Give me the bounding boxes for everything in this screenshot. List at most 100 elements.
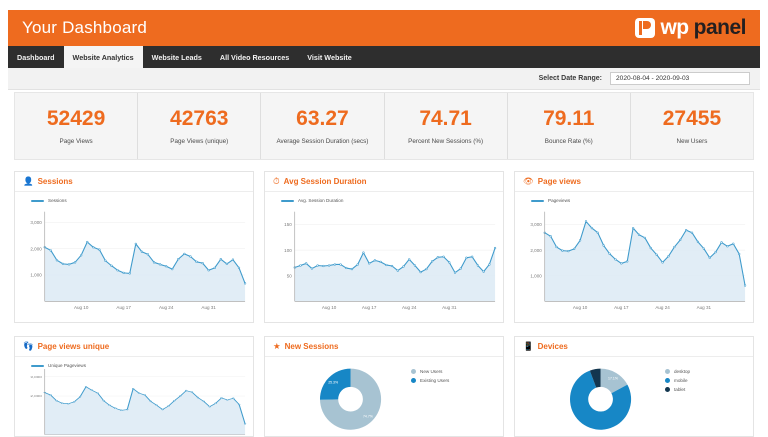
legend-item-existing-users[interactable]: Existing Users [411,378,449,383]
kpi-value: 42763 [170,106,229,130]
panel-page-views-unique: 👣 Page views unique Unique Pageviews 2,0… [14,336,254,437]
kpi-value: 74.71 [419,106,472,130]
main-navigation: Dashboard Website Analytics Website Lead… [8,46,760,68]
svg-text:74.7%: 74.7% [363,414,373,418]
kpi-label: Bounce Rate (%) [544,137,593,145]
avg-session-duration-area-chart[interactable]: 50 100 150 Aug 10 Aug 17 Aug 24 Aug 31 [265,192,503,323]
panel-title: Page views [537,177,581,186]
svg-text:150: 150 [284,222,292,227]
svg-text:Aug 17: Aug 17 [116,305,131,310]
panel-header: ⏱ Avg Session Duration [265,172,503,192]
panel-body: Unique Pageviews 2,000 3,000 [15,357,253,437]
svg-text:17.1%: 17.1% [608,376,618,380]
star-icon: ★ [273,341,281,352]
panel-title: Avg Session Duration [283,177,367,186]
svg-text:3,000: 3,000 [30,220,42,225]
panel-title: Page views unique [37,342,110,351]
legend-item-desktop[interactable]: desktop [665,369,690,374]
legend-swatch [665,378,670,383]
kpi-label: Page Views (unique) [170,137,229,145]
panel-title: Sessions [37,177,73,186]
donut-legend: New Users Existing Users [411,369,449,383]
chart-legend: Unique Pageviews [31,363,86,368]
legend-item-mobile[interactable]: mobile [665,378,690,383]
footprints-icon: 👣 [23,341,34,352]
legend-swatch [531,199,544,202]
panel-header: 👤 Sessions [15,172,253,192]
svg-text:3,000: 3,000 [30,376,41,379]
svg-text:100: 100 [284,248,292,253]
nav-item-visit-website[interactable]: Visit Website [307,52,352,62]
panel-header: ★ New Sessions [265,337,503,357]
kpi-label: Average Session Duration (secs) [276,137,369,145]
legend-item-tablet[interactable]: tablet [665,387,690,392]
svg-text:Aug 31: Aug 31 [201,305,216,310]
kpi-page-views: 52429 Page Views [15,93,139,159]
legend-swatch [411,378,416,383]
nav-item-website-leads[interactable]: Website Leads [151,52,202,62]
panel-body: 74.7% 25.3% New Users Existing Users [265,357,503,437]
date-range-bar: Select Date Range: 2020-08-04 - 2020-09-… [8,68,760,90]
panel-body: 17.1% desktop mobile tablet [515,357,753,437]
panel-title: Devices [537,342,568,351]
donut-legend: desktop mobile tablet [665,369,690,392]
date-range-label: Select Date Range: [538,75,602,82]
page-views-area-chart[interactable]: 1,000 2,000 3,000 Aug 10 Aug 17 Aug 24 Aug 31 [515,192,753,323]
legend-swatch [281,199,294,202]
panel-body: Pageviews 1,000 2,000 3,000 Aug 10 Aug 17 Aug… [515,192,753,323]
kpi-value: 52429 [46,106,106,130]
svg-text:Aug 17: Aug 17 [614,305,629,310]
logo-text-panel: panel [693,16,747,39]
date-range-input[interactable]: 2020-08-04 - 2020-09-03 [610,72,750,85]
panel-title: New Sessions [284,342,339,351]
sessions-area-chart[interactable]: 1,000 2,000 3,000 Aug 10 Aug 17 Aug 24 Aug 31 [15,192,253,323]
legend-label: Pageviews [548,198,571,203]
legend-item-new-users[interactable]: New Users [411,369,449,374]
svg-text:Aug 10: Aug 10 [74,305,89,310]
nav-item-all-video-resources[interactable]: All Video Resources [219,52,290,62]
chart-legend: Avg. Session Duration [281,198,343,203]
svg-text:Aug 10: Aug 10 [573,305,588,310]
svg-text:1,000: 1,000 [30,273,42,278]
nav-item-website-analytics[interactable]: Website Analytics [63,46,143,68]
legend-label: mobile [674,378,688,383]
kpi-strip: 52429 Page Views 42763 Page Views (uniqu… [14,92,754,160]
eye-icon: 👁 [523,176,534,187]
kpi-average-session-duration: 63.27 Average Session Duration (secs) [261,93,385,159]
user-icon: 👤 [23,176,34,187]
panel-body: Avg. Session Duration 50 100 150 Aug 10 Aug … [265,192,503,323]
mobile-icon: 📱 [523,341,534,352]
svg-text:2,000: 2,000 [30,395,41,398]
legend-label: desktop [674,369,691,374]
app-header: Your Dashboard wp panel [8,10,760,46]
svg-text:Aug 31: Aug 31 [697,305,712,310]
legend-label: tablet [674,387,686,392]
chart-legend: Sessions [31,198,67,203]
panel-body: Sessions 1,000 2,000 3,000 Aug 10 Aug 17 Aug … [15,192,253,323]
svg-text:2,000: 2,000 [30,246,42,251]
legend-swatch [665,369,670,374]
nav-item-dashboard[interactable]: Dashboard [17,52,55,62]
svg-text:Aug 24: Aug 24 [655,305,670,310]
panel-avg-session-duration: ⏱ Avg Session Duration Avg. Session Dura… [264,171,504,323]
logo-text-wp: wp [660,16,689,39]
page-views-unique-area-chart[interactable]: 2,000 3,000 [15,357,253,437]
svg-text:Aug 31: Aug 31 [442,305,457,310]
new-sessions-donut-chart[interactable]: 74.7% 25.3% [265,357,503,437]
legend-label: Existing Users [420,378,450,383]
kpi-value: 27455 [662,106,722,130]
panel-header: 👣 Page views unique [15,337,253,357]
svg-text:1,000: 1,000 [530,273,542,278]
svg-text:Aug 24: Aug 24 [159,305,174,310]
panel-new-sessions: ★ New Sessions 74.7% 25.3% New Users Exis… [264,336,504,437]
svg-text:Aug 24: Aug 24 [402,305,417,310]
legend-swatch [31,199,44,202]
devices-donut-chart[interactable]: 17.1% [515,357,753,437]
chart-legend: Pageviews [531,198,570,203]
wppanel-logo: wp panel [635,16,747,40]
panel-header: 📱 Devices [515,337,753,357]
kpi-label: New Users [676,137,708,145]
legend-label: Unique Pageviews [48,363,87,368]
svg-text:2,000: 2,000 [530,248,542,253]
